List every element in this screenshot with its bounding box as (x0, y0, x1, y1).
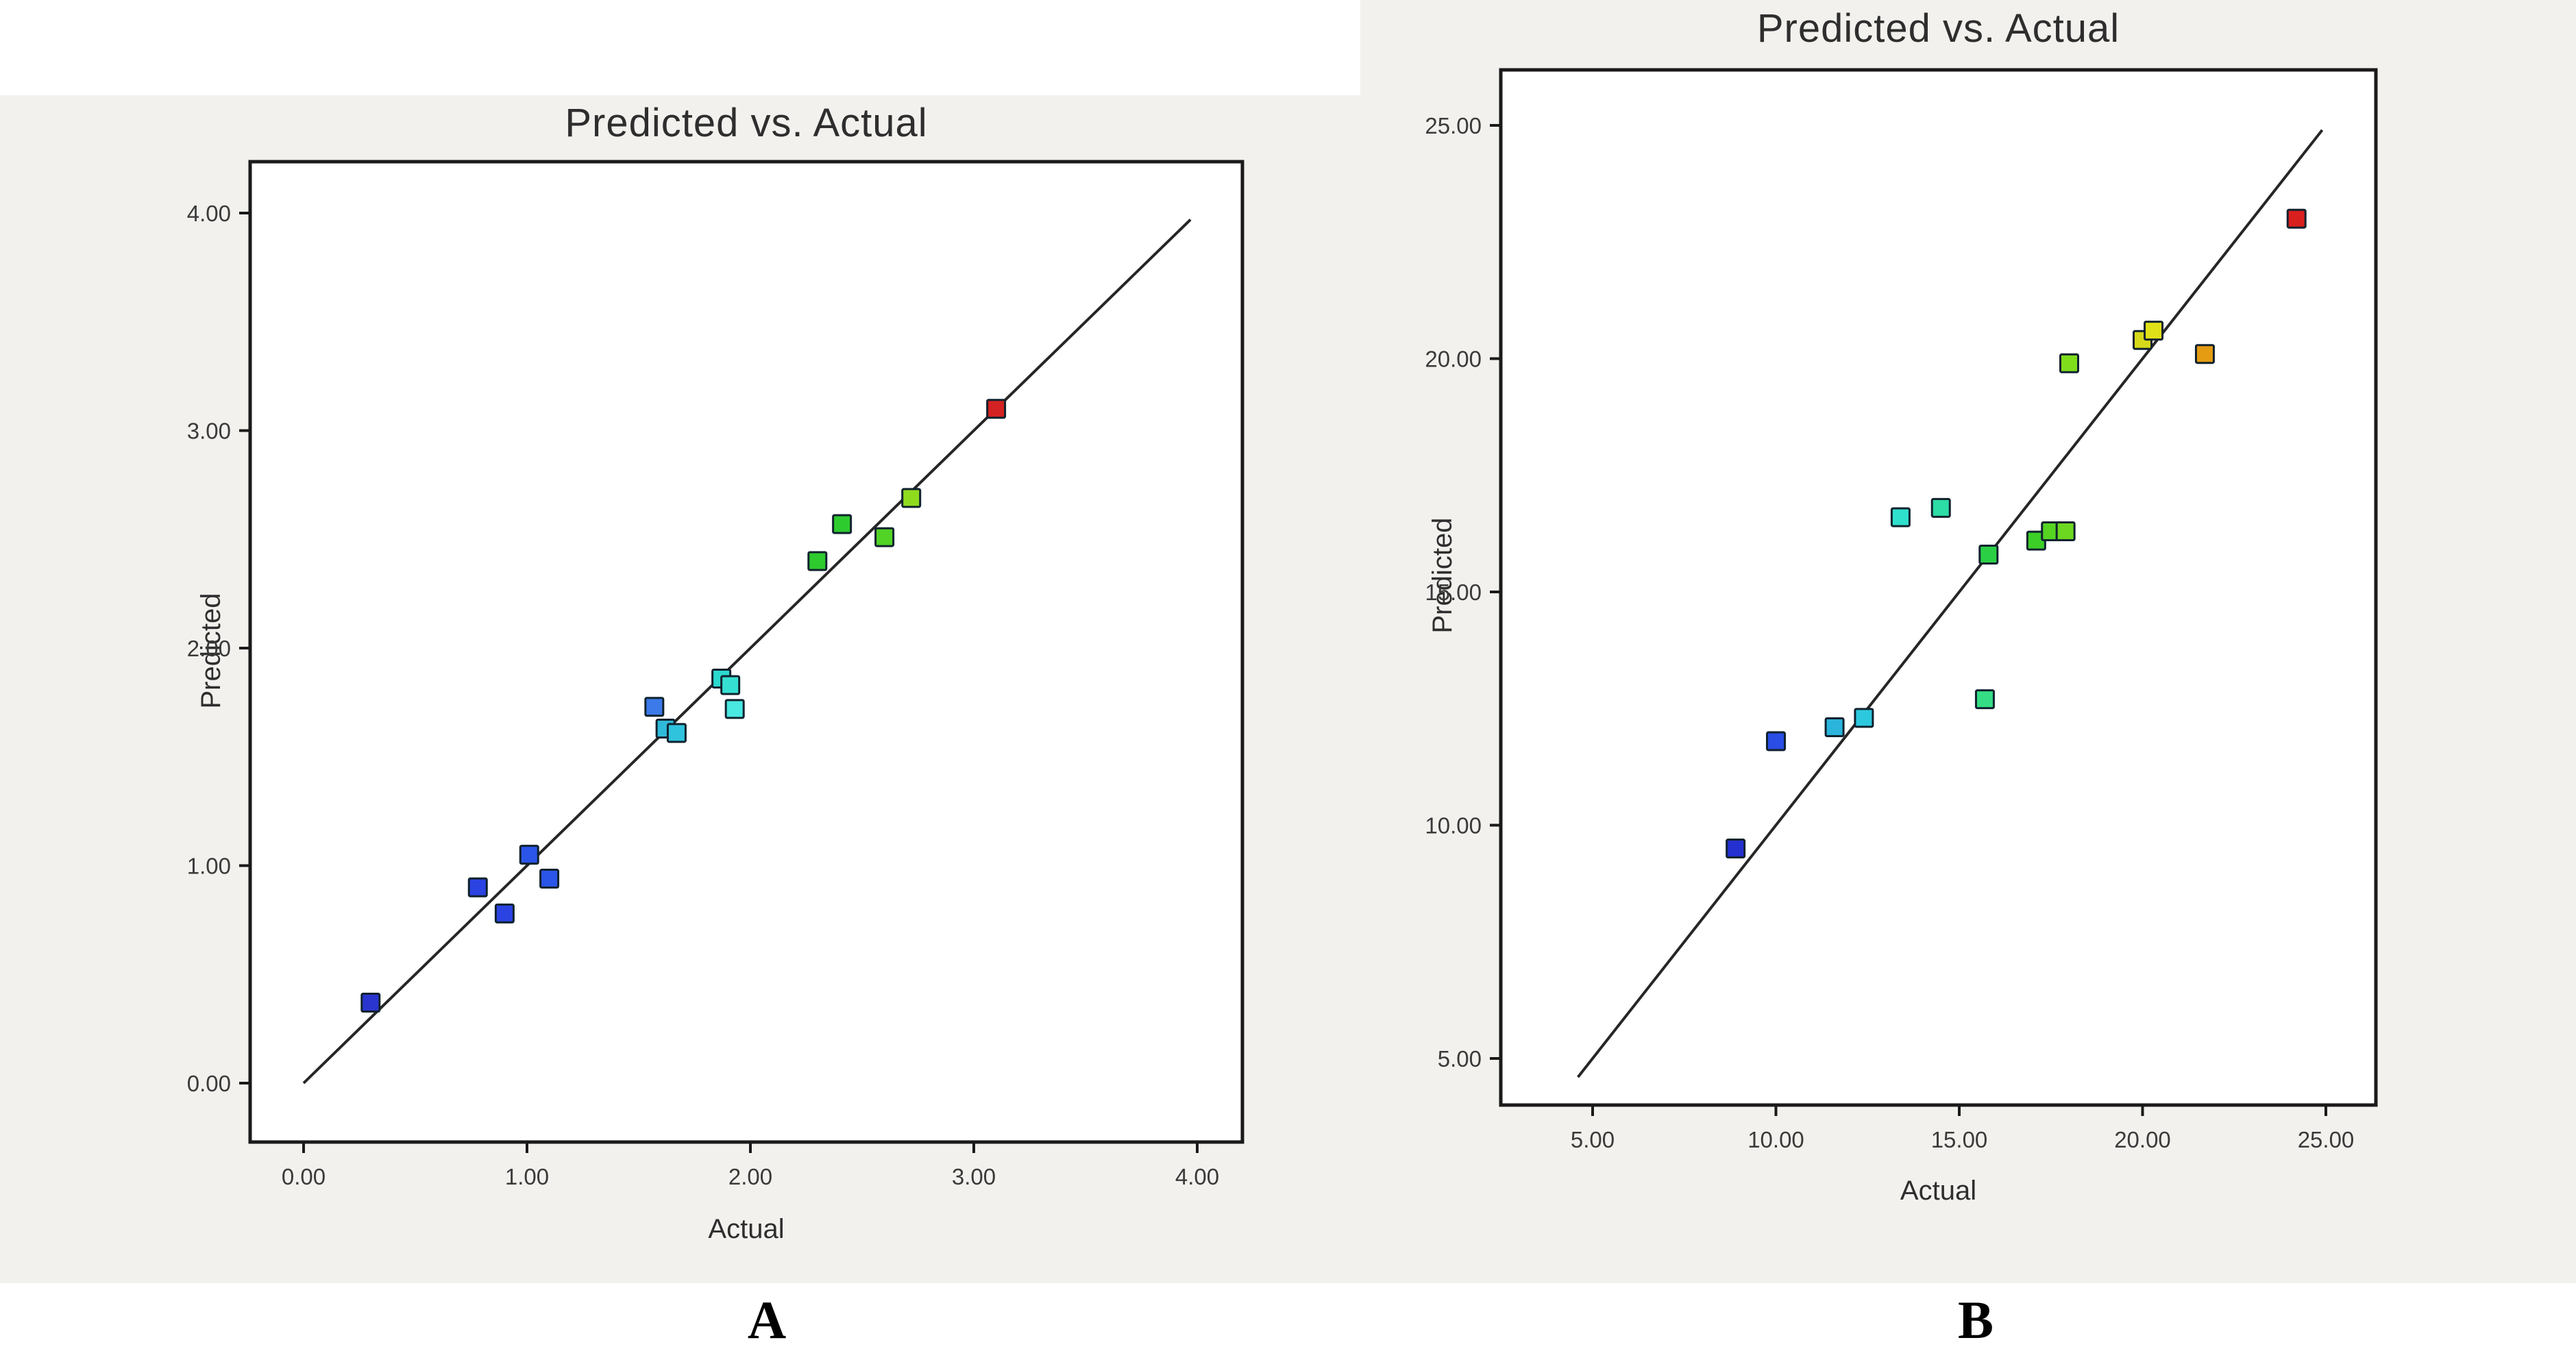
data-point (666, 723, 687, 743)
data-point (1854, 708, 1874, 728)
data-point (467, 877, 488, 897)
y-tick-label: 0.00 (187, 1071, 231, 1096)
identity-line (1577, 129, 2324, 1078)
y-tick-label: 20.00 (1425, 347, 1482, 372)
x-tick-label: 15.00 (1931, 1127, 1988, 1152)
data-point (1890, 507, 1911, 528)
x-tick-label: 1.00 (505, 1164, 549, 1189)
data-point (1824, 717, 1845, 737)
data-point (2286, 208, 2307, 229)
x-tick-label: 20.00 (2114, 1127, 2171, 1152)
data-point (720, 675, 741, 695)
data-point (494, 903, 515, 924)
x-tick-label: 0.00 (282, 1164, 326, 1189)
scatter-plot-a: 0.00 1.00 2.00 3.00 4.00 0.00 1.00 2.00 3.00 4.00 (187, 160, 1244, 1189)
chart-b-title: Predicted vs. Actual (1756, 6, 2120, 51)
y-tick-label: 10.00 (1425, 813, 1482, 839)
data-point (901, 488, 922, 508)
data-point (539, 869, 560, 889)
data-point (2194, 344, 2215, 364)
identity-line (302, 219, 1192, 1084)
plot-border (248, 160, 1244, 1144)
data-point (644, 697, 665, 717)
x-tick-label: 4.00 (1175, 1164, 1219, 1189)
y-tick-label: 4.00 (187, 201, 231, 226)
chart-a-x-axis-label: Actual (708, 1214, 785, 1244)
data-point (807, 551, 828, 571)
x-tick-label: 5.00 (1571, 1127, 1615, 1152)
chart-b-x-axis-label: Actual (1900, 1176, 1977, 1206)
y-tick-label: 1.00 (187, 854, 231, 879)
data-point (2059, 353, 2079, 373)
scatter-plot-b: 5.00 10.00 15.00 20.00 25.00 5.00 10.00 15.00 20… (1425, 68, 2378, 1152)
y-tick-label: 2.00 (187, 636, 231, 661)
data-point (1978, 545, 1999, 565)
y-tick-label: 25.00 (1425, 113, 1482, 138)
y-tick-label: 5.00 (1438, 1046, 1482, 1071)
x-tick-label: 3.00 (952, 1164, 996, 1189)
x-tick-label: 10.00 (1747, 1127, 1804, 1152)
y-tick-label: 15.00 (1425, 580, 1482, 605)
data-point (2055, 521, 2076, 541)
data-point (724, 699, 745, 719)
chart-a-title: Predicted vs. Actual (565, 101, 928, 145)
data-point (519, 845, 539, 865)
data-point (1930, 497, 1951, 518)
data-point (1726, 839, 1746, 859)
y-tick-label: 3.00 (187, 419, 231, 444)
data-point (1974, 689, 1995, 710)
x-tick-label: 25.00 (2298, 1127, 2355, 1152)
data-point (360, 993, 381, 1013)
data-point (832, 514, 852, 534)
data-point (2144, 321, 2164, 341)
x-tick-label: 2.00 (728, 1164, 772, 1189)
panel-label-b: B (1957, 1290, 1994, 1350)
data-point (986, 399, 1007, 419)
panel-label-a: A (747, 1290, 787, 1350)
plot-border (1499, 68, 2378, 1107)
data-point (874, 527, 895, 547)
data-point (1766, 731, 1786, 752)
